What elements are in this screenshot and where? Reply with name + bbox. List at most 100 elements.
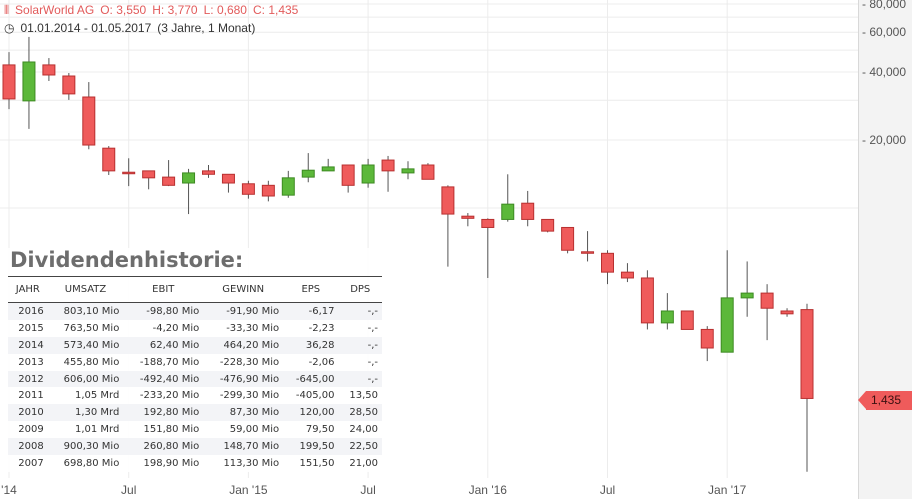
candle-down [261,184,275,197]
table-cell: 36,28 [305,339,335,351]
candle-down [581,251,595,254]
date-range-text: 01.01.2014 - 01.05.2017 [20,21,152,35]
table-cell: 21,00 [349,457,378,469]
candle-up [361,164,375,184]
table-header-row: JAHR UMSATZ EBIT GEWINN EPS DPS [8,276,382,303]
table-cell: 151,50 [299,457,335,469]
x-tick-label: '14 [1,483,17,497]
table-row: 2014 573,40 Mio 62,40 Mio 464,20 Mio 36,28 -,… [8,336,382,354]
table-cell: 900,30 Mio [63,441,120,453]
table-cell: 455,80 Mio [63,356,120,368]
high-value: H: 3,770 [152,3,198,17]
table-cell: 120,00 [299,407,335,419]
table-cell: 2015 [18,322,44,334]
table-cell: 2011 [18,390,44,402]
table-cell: -405,00 [295,390,335,402]
table-cell: 260,80 Mio [143,441,200,453]
table-row: 2008 900,30 Mio 260,80 Mio 148,70 Mio 199,50… [8,438,382,456]
table-cell: 573,40 Mio [63,339,120,351]
candle-down [461,215,475,219]
candle-down [241,183,255,195]
candle-down [700,328,714,349]
candle-down [82,96,96,146]
instrument-name: SolarWorld AG [15,3,95,17]
table-cell: -33,30 Mio [226,322,280,334]
table-row: 2011 1,05 Mrd -233,20 Mio -299,30 Mio -405,0… [8,387,382,404]
y-tick-label: - 40,000 [862,65,907,79]
candlestick-chart[interactable] [0,0,858,499]
table-cell: 1,30 Mrd [74,407,120,419]
candle-down [561,226,575,251]
table-cell: -4,20 Mio [152,322,200,334]
table-cell: 13,50 [349,390,378,402]
y-tick-label: - 80,000 [862,0,907,11]
column-header: JAHR [8,276,48,303]
table-row: 2015 763,50 Mio -4,20 Mio -33,30 Mio -2,23 -,… [8,320,382,337]
candle-down [421,164,435,180]
table-cell: 2009 [18,424,44,436]
chart-type-icon[interactable]: ⫴ [4,3,10,17]
candle-up [281,177,295,196]
candle-down [620,271,634,279]
table-cell: -6,17 [308,305,335,317]
table-cell: -,- [367,305,378,317]
candle-up [182,172,196,184]
candle-down [42,64,56,76]
table-cell: -,- [367,339,378,351]
date-range: ◷ 01.01.2014 - 01.05.2017 (3 Jahre, 1 Mona… [4,21,261,35]
candle-up [720,297,734,353]
x-tick-label: Jul [360,483,376,497]
x-tick-label: Jul [599,483,616,497]
table-cell: 2010 [18,407,44,419]
table-cell: 2014 [18,339,44,351]
candle-up [301,169,315,178]
x-tick-label: Jan '16 [468,483,507,497]
candle-down [481,218,495,228]
candle-down [162,176,176,186]
candle-up [401,168,415,174]
candle-up [321,166,335,172]
table-cell: 199,50 [299,441,335,453]
candle-down [122,171,136,175]
x-tick-label: Jul [121,483,137,497]
table-row: 2012 606,00 Mio -492,40 Mio -476,90 Mio -645… [8,370,382,388]
table-cell: -,- [367,373,378,385]
table-cell: 24,00 [349,424,378,436]
y-tick-label: - 20,000 [862,133,907,147]
candle-down [381,159,395,172]
open-value: O: 3,550 [100,3,147,17]
table-cell: 87,30 Mio [229,407,280,419]
x-tick-label: Jan '15 [229,483,268,497]
table-cell: 763,50 Mio [63,322,120,334]
candle-down [2,64,16,100]
table-row: 2016 803,10 Mio -98,80 Mio -91,90 Mio -6,17 -… [8,302,382,320]
candle-down [102,147,116,172]
close-value: C: 1,435 [252,3,299,17]
table-cell: 698,80 Mio [63,457,120,469]
duration-text: (3 Jahre, 1 Monat) [157,21,256,35]
table-cell: 59,00 Mio [229,424,280,436]
table-cell: -2,23 [308,322,335,334]
table-cell: -645,00 [295,373,335,385]
candle-down [202,170,215,175]
table-row: 2007 698,80 Mio 198,90 Mio 113,30 Mio 151,50… [8,455,382,472]
table-cell: -,- [367,322,378,334]
x-tick-label: Jan '17 [708,483,747,497]
dividend-history-title: Dividendenhistorie: [10,248,244,272]
table-cell: 464,20 Mio [223,339,280,351]
table-cell: 2008 [18,441,44,453]
table-cell: -,- [367,356,378,368]
candle-down [541,218,555,232]
candle-down [142,170,156,179]
column-header: UMSATZ [47,276,124,303]
table-row: 2013 455,80 Mio -188,70 Mio -228,30 Mio -2,0… [8,354,382,371]
table-cell: 62,40 Mio [149,339,200,351]
candle-down [680,310,694,330]
table-cell: 79,50 [305,424,335,436]
candle-down [760,292,774,309]
table-cell: 113,30 Mio [223,457,280,469]
y-axis-panel[interactable] [858,0,912,499]
candle-down [221,173,235,184]
table-cell: -2,06 [308,356,335,368]
candle-up [501,203,515,220]
